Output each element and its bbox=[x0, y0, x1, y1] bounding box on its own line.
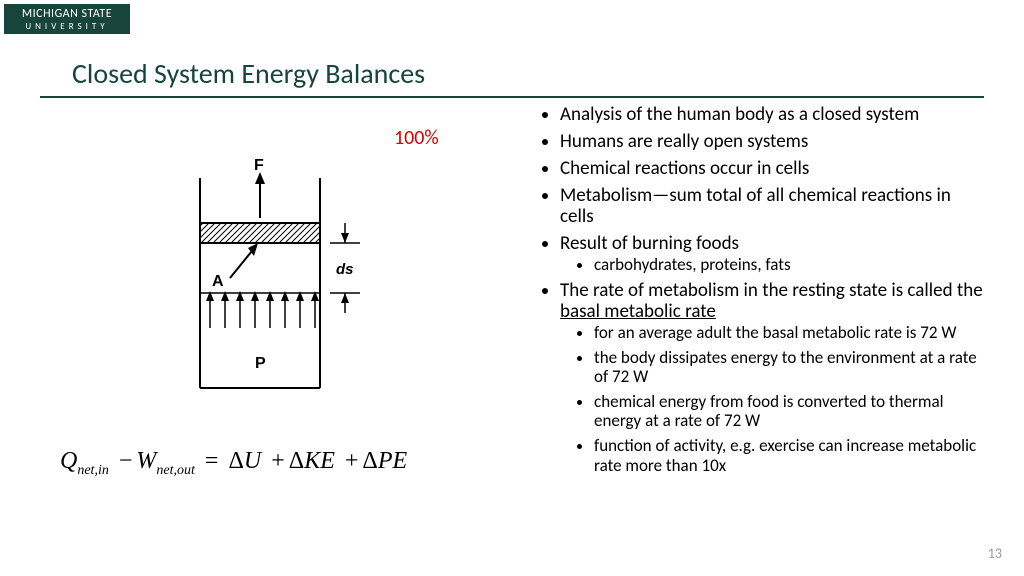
sub-bullet-item: for an average adult the basal metabolic… bbox=[594, 323, 988, 343]
bullet-item: Analysis of the human body as a closed s… bbox=[560, 104, 988, 126]
percent-label: 100% bbox=[394, 126, 439, 150]
bullet-item: Chemical reactions occur in cells bbox=[560, 158, 988, 180]
label-ds: ds bbox=[336, 261, 354, 278]
logo-line2: UNIVERSITY bbox=[4, 22, 130, 31]
slide-title: Closed System Energy Balances bbox=[72, 56, 425, 91]
page-number: 13 bbox=[988, 545, 1002, 562]
left-column: 100% F A ds bbox=[60, 108, 500, 548]
label-A: A bbox=[212, 273, 224, 290]
sub-bullet-item: chemical energy from food is converted t… bbox=[594, 392, 988, 431]
msu-logo: MICHIGAN STATE UNIVERSITY bbox=[4, 4, 130, 34]
bullet-item: Humans are really open systems bbox=[560, 131, 988, 153]
bullet-item: The rate of metabolism in the resting st… bbox=[560, 280, 988, 476]
label-F: F bbox=[254, 158, 264, 174]
sub-bullet-item: function of activity, e.g. exercise can … bbox=[594, 436, 988, 475]
energy-balance-equation: Qnet,in −Wnet,out = ΔU +ΔKE +ΔPE bbox=[60, 448, 407, 479]
label-P: P bbox=[255, 355, 266, 372]
title-rule bbox=[40, 96, 984, 98]
bullet-item: Metabolism—sum total of all chemical rea… bbox=[560, 185, 988, 229]
bullet-item: Result of burning foodscarbohydrates, pr… bbox=[560, 233, 988, 274]
sub-bullet-item: carbohydrates, proteins, fats bbox=[594, 255, 988, 275]
sub-bullet-item: the body dissipates energy to the enviro… bbox=[594, 348, 988, 387]
logo-line1: MICHIGAN STATE bbox=[4, 8, 130, 20]
piston-diagram: F A ds bbox=[160, 158, 410, 408]
bullet-list: Analysis of the human body as a closed s… bbox=[538, 104, 988, 480]
